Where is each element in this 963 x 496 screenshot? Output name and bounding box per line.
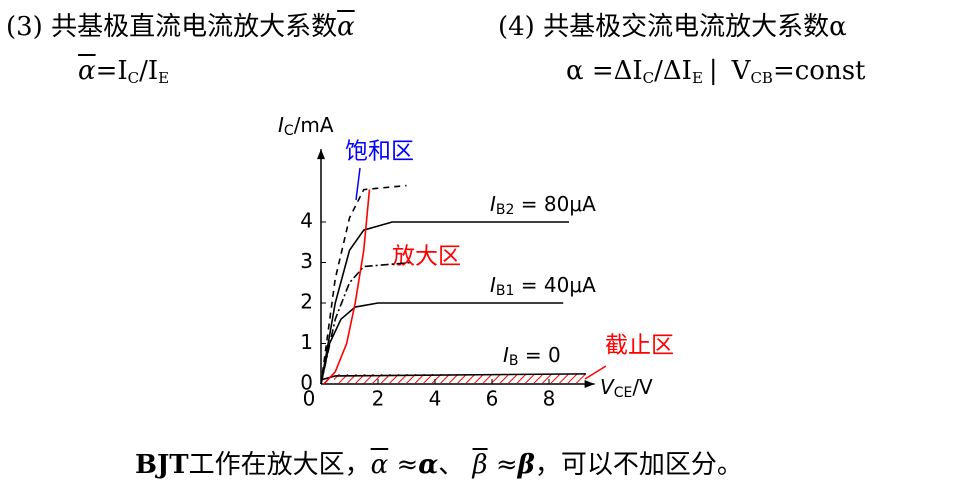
footer-part: β xyxy=(472,450,488,480)
label-part: I xyxy=(490,273,496,297)
formula-part: =I xyxy=(95,56,128,86)
curve xyxy=(320,184,407,385)
item4-label: (4) xyxy=(498,12,535,42)
x-tick-label: 8 xyxy=(543,387,556,411)
region-label: 截止区 xyxy=(605,333,674,359)
footer-part: β xyxy=(517,450,535,480)
curve xyxy=(320,373,587,381)
x-axis-arrow xyxy=(584,380,595,388)
formula-part: α =ΔI xyxy=(566,56,643,86)
y-tick-label: 0 xyxy=(300,371,313,395)
y-tick-label: 4 xyxy=(300,209,313,233)
label-part: I xyxy=(503,343,509,367)
item4-heading: (4) 共基极交流电流放大系数α xyxy=(498,6,847,43)
x-tick-label: 2 xyxy=(372,387,385,411)
curve-label: IB2 = 80μA xyxy=(490,192,596,219)
x-tick-label: 4 xyxy=(429,387,442,411)
saturation-pointer xyxy=(355,167,361,201)
label-part: = 40μA xyxy=(514,273,596,297)
label-sub: B2 xyxy=(496,202,515,218)
y-tick-label: 1 xyxy=(300,330,313,354)
item3-text: 共基极直流电流放大系数 xyxy=(51,12,338,42)
label-part: I xyxy=(278,113,284,137)
curve xyxy=(320,221,569,385)
footer-part: ≈ xyxy=(388,450,419,480)
formula-part: /ΔI xyxy=(654,56,692,86)
formula-part: /I xyxy=(139,56,159,86)
region-label: 饱和区 xyxy=(345,139,414,165)
formula-part: =const xyxy=(772,56,866,86)
x-tick-label: 0 xyxy=(303,387,316,411)
item4-formula: α =ΔIC/ΔIE | VCB=const xyxy=(566,56,866,87)
label-part: V xyxy=(600,375,615,399)
label-part: /mA xyxy=(294,113,334,137)
label-sub: B xyxy=(509,353,519,369)
formula-part: α xyxy=(78,56,96,86)
label-part: /V xyxy=(632,375,653,399)
footer-part: α xyxy=(418,450,439,480)
item4-text: 共基极交流电流放大系数α xyxy=(543,12,847,42)
formula-part: V xyxy=(731,56,751,86)
item3-formula: α=IC/IE xyxy=(78,56,169,87)
x-axis-label: VCE/V xyxy=(600,375,653,402)
curve xyxy=(323,189,371,385)
y-axis-label: IC/mA xyxy=(278,113,334,140)
item3-heading: (3) 共基极直流电流放大系数α xyxy=(6,6,355,43)
footer-part: 工作在放大区， xyxy=(188,450,371,480)
label-part: = 80μA xyxy=(514,192,596,216)
footer: BJT工作在放大区，α ≈α、 β ≈β，可以不加区分。 xyxy=(135,444,743,481)
formula-sub: CB xyxy=(750,69,773,87)
formula-sub: C xyxy=(642,69,655,87)
footer-part: ≈ xyxy=(487,450,518,480)
label-part: I xyxy=(490,192,496,216)
formula-part: | xyxy=(708,56,718,86)
y-axis-arrow xyxy=(317,149,325,160)
cutoff-hatch xyxy=(334,374,586,383)
formula-sub: E xyxy=(158,69,170,87)
footer-part: α xyxy=(370,450,389,480)
cutoff-pointer xyxy=(584,365,607,380)
label-sub: B1 xyxy=(496,283,515,299)
footer-part: BJT xyxy=(135,450,189,480)
label-part: = 0 xyxy=(519,343,561,367)
item3-label: (3) xyxy=(6,12,43,42)
item3-symbol: α xyxy=(337,12,355,42)
formula-sub: C xyxy=(127,69,140,87)
curve xyxy=(320,302,564,385)
y-tick-label: 2 xyxy=(300,290,313,314)
y-tick-label: 3 xyxy=(300,249,313,273)
label-sub: CE xyxy=(614,385,633,401)
curve-label: IB = 0 xyxy=(503,343,561,370)
footer-part: ，可以不加区分。 xyxy=(534,450,743,480)
curve-label: IB1 = 40μA xyxy=(490,273,596,300)
x-tick-label: 6 xyxy=(486,387,499,411)
label-sub: C xyxy=(284,123,294,139)
footer-part: 、 xyxy=(438,450,473,480)
formula-sub: E xyxy=(691,69,703,87)
region-label: 放大区 xyxy=(392,244,461,270)
